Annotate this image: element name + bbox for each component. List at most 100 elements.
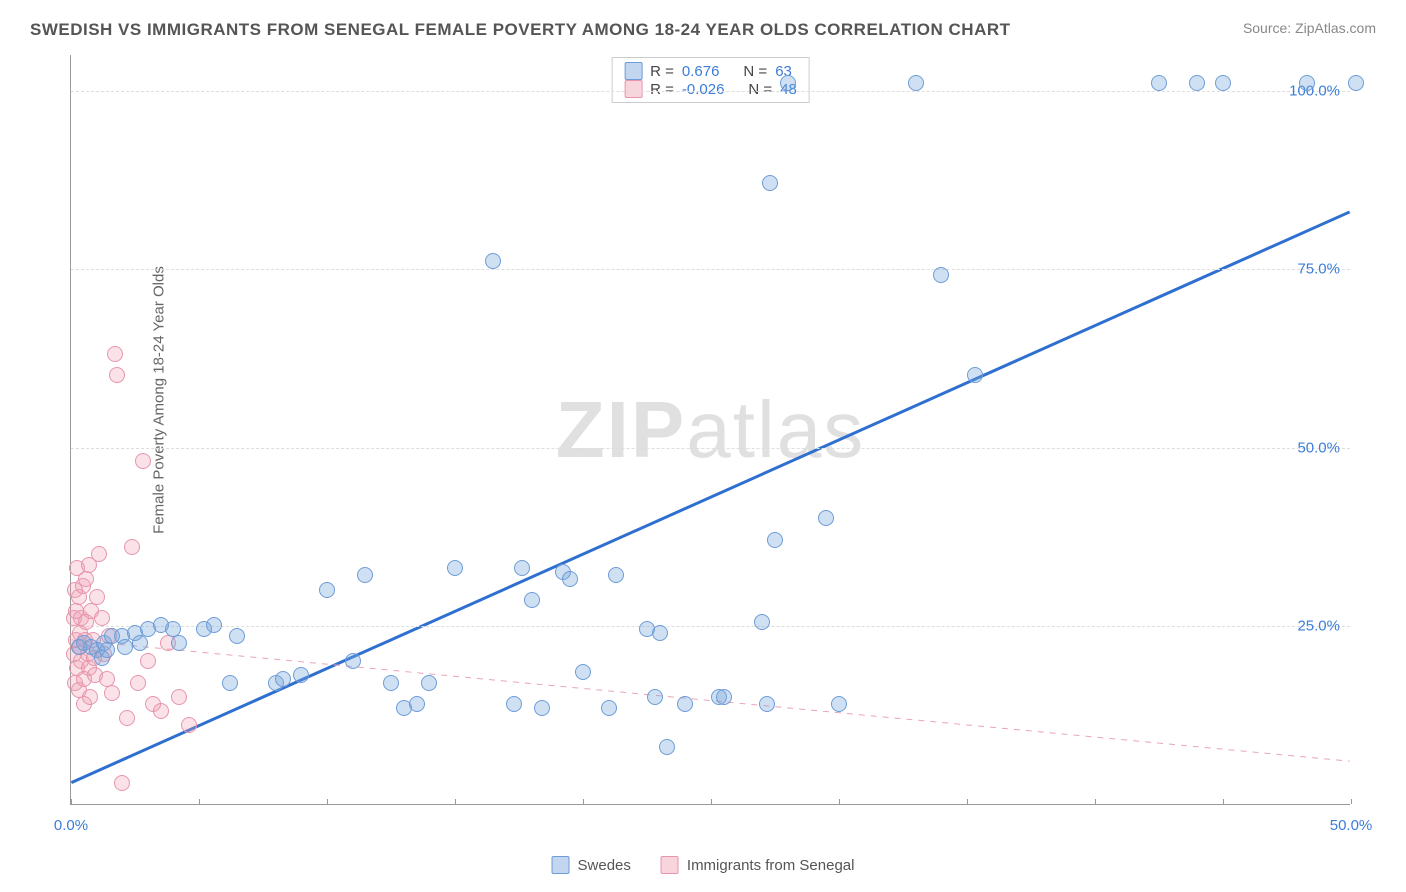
- data-point-blue: [514, 560, 530, 576]
- data-point-blue: [647, 689, 663, 705]
- data-point-pink: [109, 367, 125, 383]
- data-point-blue: [1348, 75, 1364, 91]
- x-tick-mark: [711, 799, 712, 804]
- data-point-blue: [132, 635, 148, 651]
- swatch-pink-icon: [624, 80, 642, 98]
- scatter-chart: ZIPatlas R = 0.676 N = 63 R = -0.026 N =…: [70, 55, 1350, 805]
- data-point-blue: [409, 696, 425, 712]
- x-tick-label: 0.0%: [54, 817, 88, 834]
- grid-line-h: [71, 91, 1350, 92]
- data-point-blue: [716, 689, 732, 705]
- data-point-pink: [130, 675, 146, 691]
- data-point-blue: [524, 592, 540, 608]
- data-point-pink: [107, 346, 123, 362]
- r-label: R =: [650, 81, 674, 98]
- data-point-blue: [908, 75, 924, 91]
- y-tick-label: 50.0%: [1297, 439, 1340, 456]
- n-label: N =: [743, 63, 767, 80]
- data-point-pink: [181, 717, 197, 733]
- grid-line-h: [71, 448, 1350, 449]
- data-point-pink: [119, 710, 135, 726]
- data-point-pink: [124, 539, 140, 555]
- x-tick-mark: [1223, 799, 1224, 804]
- trend-line-pink: [71, 640, 1349, 761]
- data-point-blue: [485, 253, 501, 269]
- source-label: Source: ZipAtlas.com: [1243, 20, 1376, 36]
- data-point-blue: [206, 617, 222, 633]
- x-tick-mark: [583, 799, 584, 804]
- data-point-pink: [89, 589, 105, 605]
- swatch-pink-icon: [661, 856, 679, 874]
- legend-row-pink: R = -0.026 N = 48: [624, 80, 797, 98]
- data-point-blue: [447, 560, 463, 576]
- data-point-blue: [383, 675, 399, 691]
- data-point-blue: [421, 675, 437, 691]
- data-point-pink: [94, 610, 110, 626]
- grid-line-h: [71, 626, 1350, 627]
- x-tick-mark: [839, 799, 840, 804]
- data-point-blue: [601, 700, 617, 716]
- data-point-blue: [229, 628, 245, 644]
- data-point-pink: [82, 689, 98, 705]
- r-label: R =: [650, 63, 674, 80]
- data-point-pink: [140, 653, 156, 669]
- r-value-pink: -0.026: [682, 81, 725, 98]
- x-tick-mark: [71, 799, 72, 804]
- r-value-blue: 0.676: [682, 63, 720, 80]
- data-point-pink: [135, 453, 151, 469]
- y-tick-label: 25.0%: [1297, 618, 1340, 635]
- chart-title: SWEDISH VS IMMIGRANTS FROM SENEGAL FEMAL…: [30, 20, 1011, 40]
- x-tick-mark: [455, 799, 456, 804]
- data-point-blue: [767, 532, 783, 548]
- x-tick-mark: [967, 799, 968, 804]
- data-point-blue: [1189, 75, 1205, 91]
- data-point-blue: [762, 175, 778, 191]
- data-point-blue: [506, 696, 522, 712]
- legend-label: Swedes: [578, 857, 631, 874]
- data-point-blue: [222, 675, 238, 691]
- legend-label: Immigrants from Senegal: [687, 857, 855, 874]
- data-point-blue: [293, 667, 309, 683]
- data-point-blue: [1151, 75, 1167, 91]
- x-tick-mark: [199, 799, 200, 804]
- data-point-blue: [117, 639, 133, 655]
- data-point-blue: [99, 642, 115, 658]
- data-point-pink: [78, 571, 94, 587]
- data-point-blue: [575, 664, 591, 680]
- swatch-blue-icon: [552, 856, 570, 874]
- data-point-pink: [91, 546, 107, 562]
- data-point-blue: [967, 367, 983, 383]
- n-label: N =: [748, 81, 772, 98]
- data-point-blue: [534, 700, 550, 716]
- data-point-blue: [818, 510, 834, 526]
- data-point-blue: [933, 267, 949, 283]
- data-point-blue: [608, 567, 624, 583]
- y-tick-label: 75.0%: [1297, 261, 1340, 278]
- data-point-blue: [319, 582, 335, 598]
- trend-lines: [71, 55, 1350, 804]
- data-point-blue: [1215, 75, 1231, 91]
- data-point-blue: [652, 625, 668, 641]
- x-tick-label: 50.0%: [1330, 817, 1373, 834]
- data-point-pink: [153, 703, 169, 719]
- data-point-blue: [345, 653, 361, 669]
- x-tick-mark: [327, 799, 328, 804]
- grid-line-h: [71, 269, 1350, 270]
- data-point-blue: [677, 696, 693, 712]
- data-point-blue: [562, 571, 578, 587]
- legend-item-swedes: Swedes: [552, 856, 631, 874]
- data-point-blue: [759, 696, 775, 712]
- data-point-blue: [171, 635, 187, 651]
- data-point-blue: [780, 75, 796, 91]
- data-point-blue: [831, 696, 847, 712]
- data-point-blue: [1299, 75, 1315, 91]
- legend-row-blue: R = 0.676 N = 63: [624, 62, 797, 80]
- data-point-pink: [104, 685, 120, 701]
- legend-series: Swedes Immigrants from Senegal: [552, 856, 855, 874]
- data-point-pink: [114, 775, 130, 791]
- x-tick-mark: [1351, 799, 1352, 804]
- swatch-blue-icon: [624, 62, 642, 80]
- legend-item-senegal: Immigrants from Senegal: [661, 856, 855, 874]
- data-point-blue: [275, 671, 291, 687]
- data-point-pink: [171, 689, 187, 705]
